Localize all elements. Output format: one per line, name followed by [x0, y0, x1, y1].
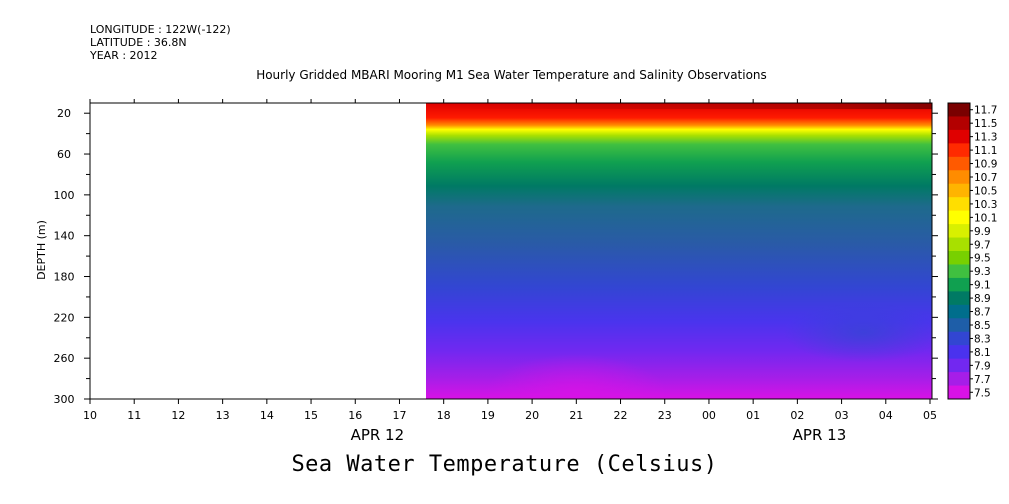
colorbar-label: 10.9	[974, 159, 997, 171]
x-tick-label: 03	[835, 409, 849, 422]
x-tick-label: 22	[614, 409, 628, 422]
x-tick-label: 23	[658, 409, 672, 422]
colorbar-swatch	[948, 197, 970, 212]
colorbar-swatch	[948, 210, 970, 225]
cold-deep-patch	[486, 353, 667, 399]
colorbar-label: 10.7	[974, 172, 997, 184]
colorbar-label: 8.9	[974, 293, 991, 305]
x-tick-label: 01	[746, 409, 760, 422]
colorbar-swatch	[948, 129, 970, 144]
x-tick-label: 12	[171, 409, 185, 422]
longitude-label: LONGITUDE : 122W(-122)	[90, 23, 231, 36]
colorbar-swatch	[948, 358, 970, 373]
x-tick-label: 19	[481, 409, 495, 422]
y-tick-label: 220	[54, 311, 75, 324]
colorbar-swatch	[948, 318, 970, 333]
x-tick-label: 00	[702, 409, 716, 422]
axes: 10 11 12 13 14 15 16 17 18 19 20 21 22 23 00 01 02 03 04 05…	[35, 99, 938, 444]
x-tick-label: 16	[348, 409, 362, 422]
colorbar-label: 8.1	[974, 347, 991, 359]
x-date-label: APR 12	[351, 426, 405, 444]
y-tick-label: 300	[54, 393, 75, 406]
plot-frame	[89, 102, 933, 400]
colorbar-swatch	[948, 277, 970, 292]
y-tick-label: 180	[54, 271, 75, 284]
colorbar-swatch	[948, 291, 970, 306]
x-tick-label: 20	[525, 409, 539, 422]
colorbar-label: 11.3	[974, 132, 997, 144]
colorbar-label: 9.5	[974, 253, 991, 265]
surface-warm-band	[426, 103, 932, 110]
colorbar-label: 7.5	[974, 387, 991, 399]
colorbar-frame	[947, 102, 971, 400]
colorbar-swatch	[948, 331, 970, 346]
variable-title: Sea Water Temperature (Celsius)	[291, 452, 718, 477]
x-tick-label: 17	[392, 409, 406, 422]
x-tick-label: 14	[260, 409, 274, 422]
x-tick-label: 15	[304, 409, 318, 422]
colorbar-label: 10.5	[974, 185, 997, 197]
x-tick-label: 04	[879, 409, 893, 422]
colorbar-label: 7.7	[974, 374, 991, 386]
colorbar-swatch	[948, 385, 970, 400]
colorbar-label: 9.9	[974, 226, 991, 238]
warm-deep-patch	[783, 302, 932, 363]
colorbar-label: 9.7	[974, 239, 991, 251]
colorbar-label: 8.7	[974, 307, 991, 319]
colorbar-swatch	[948, 170, 970, 185]
y-tick-label: 140	[54, 230, 75, 243]
colorbar-label: 11.1	[974, 145, 997, 157]
y-axis-label: DEPTH (m)	[35, 220, 48, 280]
x-date-label: APR 13	[793, 426, 847, 444]
colorbar-label: 10.1	[974, 212, 997, 224]
colorbar-swatch	[948, 183, 970, 198]
colorbar-swatch	[948, 237, 970, 252]
colorbar-swatch	[948, 264, 970, 279]
colorbar-swatch	[948, 116, 970, 131]
colorbar-label: 7.9	[974, 360, 991, 372]
colorbar-label: 8.5	[974, 320, 991, 332]
x-tick-label: 05	[923, 409, 937, 422]
colorbar-swatch	[948, 372, 970, 387]
x-tick-label: 10	[83, 409, 97, 422]
y-tick-label: 260	[54, 352, 75, 365]
x-tick-label: 02	[790, 409, 804, 422]
colorbar-swatch	[948, 304, 970, 319]
colorbar-label: 9.1	[974, 280, 991, 292]
colorbar-label: 9.3	[974, 266, 991, 278]
y-tick-label: 20	[57, 107, 71, 120]
x-tick-label: 18	[437, 409, 451, 422]
colorbar-swatch	[948, 345, 970, 360]
y-tick-label: 60	[57, 148, 71, 161]
colorbar-label: 11.5	[974, 118, 997, 130]
colorbar-swatch	[948, 143, 970, 158]
colorbar-label: 11.7	[974, 105, 997, 117]
x-tick-label: 21	[569, 409, 583, 422]
colorbar-label: 10.3	[974, 199, 997, 211]
chart-title: Hourly Gridded MBARI Mooring M1 Sea Wate…	[256, 68, 767, 82]
colorbar-swatch	[948, 103, 970, 117]
colorbar-swatch	[948, 224, 970, 239]
colorbar-swatch	[948, 156, 970, 171]
heatmap-field	[426, 103, 932, 399]
colorbar-swatch	[948, 251, 970, 265]
colorbar: 11.711.511.311.110.910.710.510.310.19.99…	[947, 102, 997, 400]
y-tick-label: 100	[54, 189, 75, 202]
latitude-label: LATITUDE : 36.8N	[90, 36, 187, 49]
x-tick-label: 11	[127, 409, 141, 422]
x-tick-label: 13	[216, 409, 230, 422]
colorbar-label: 8.3	[974, 333, 991, 345]
year-label: YEAR : 2012	[90, 49, 158, 62]
